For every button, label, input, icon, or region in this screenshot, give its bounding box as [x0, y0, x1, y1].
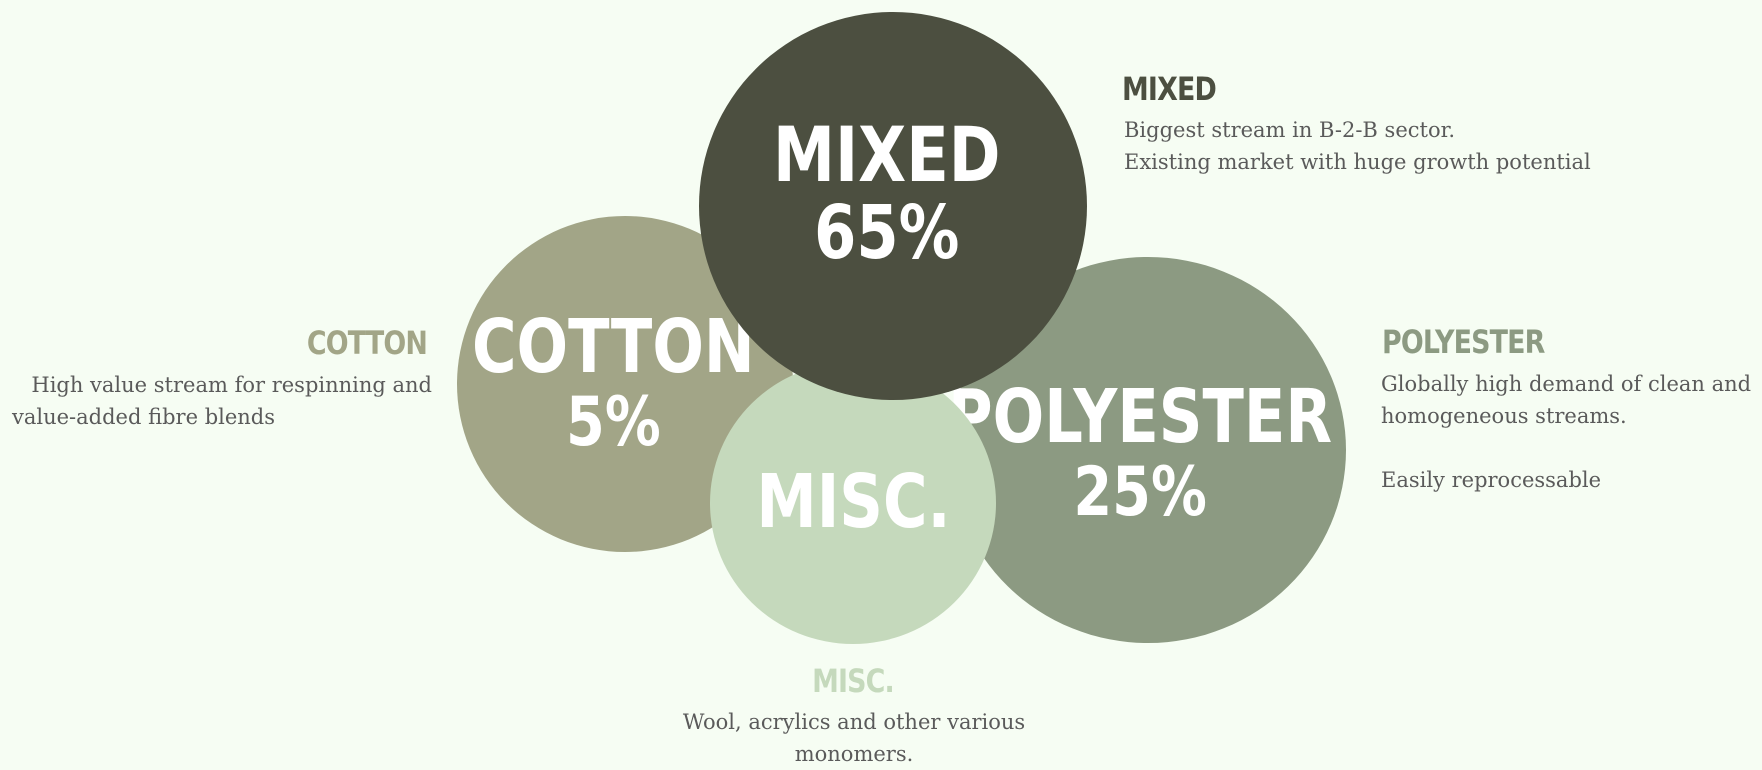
misc-bubble-label: MISC. [755, 459, 951, 546]
mixed-description: Biggest stream in B-2-B sector. Existing… [1124, 114, 1591, 178]
misc-bubble: MISC. [710, 362, 996, 644]
mixed-bubble: MIXED 65% [699, 12, 1087, 400]
mixed-bubble-percent: 65% [814, 190, 960, 277]
polyester-description: Globally high demand of clean and homoge… [1381, 368, 1751, 496]
polyester-description-line: homogeneous streams. [1381, 404, 1627, 428]
cotton-description-line: value-added fibre blends [12, 405, 276, 429]
cotton-bubble-percent: 5% [565, 383, 661, 463]
polyester-heading: POLYESTER [1382, 323, 1545, 361]
mixed-bubble-label: MIXED [773, 110, 1001, 200]
mixed-description-line: Biggest stream in B-2-B sector. [1124, 118, 1455, 142]
cotton-heading: COTTON [306, 324, 428, 362]
polyester-description-line: Globally high demand of clean and [1381, 372, 1752, 396]
cotton-bubble-label: COTTON [471, 304, 755, 391]
polyester-bubble-percent: 25% [1073, 453, 1207, 533]
cotton-description: High value stream for respinning and val… [12, 369, 432, 433]
misc-heading: MISC. [812, 662, 895, 700]
polyester-bubble: POLYESTER 25% [948, 257, 1346, 643]
cotton-description-line: High value stream for respinning and [31, 373, 432, 397]
polyester-bubble-label: POLYESTER [948, 374, 1332, 461]
misc-description-line: Wool, acrylics and other various [682, 710, 1026, 734]
misc-description-line: monomers. [794, 742, 914, 766]
polyester-description-line: Easily reprocessable [1381, 468, 1602, 492]
mixed-description-line: Existing market with huge growth potenti… [1124, 150, 1591, 174]
mixed-heading: MIXED [1122, 70, 1217, 108]
misc-description: Wool, acrylics and other various monomer… [654, 706, 1054, 770]
